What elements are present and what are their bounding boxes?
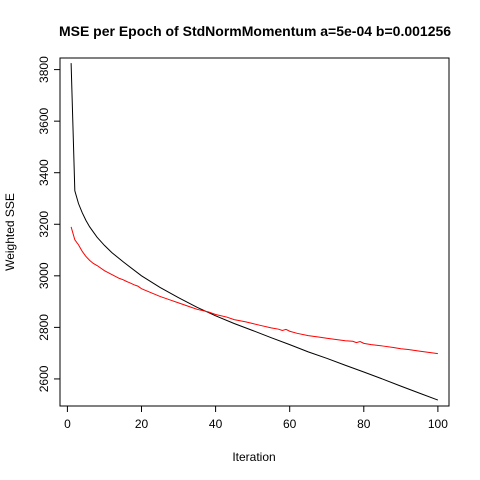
y-tick-label: 2600	[37, 365, 51, 392]
x-tick-label: 100	[428, 417, 448, 431]
chart-title: MSE per Epoch of StdNormMomentum a=5e-04…	[59, 23, 451, 39]
x-tick-label: 0	[64, 417, 71, 431]
x-tick-label: 40	[209, 417, 223, 431]
x-tick-label: 20	[135, 417, 149, 431]
x-tick-label: 80	[357, 417, 371, 431]
x-tick-label: 60	[283, 417, 297, 431]
y-tick-label: 3800	[37, 56, 51, 83]
series-line-2	[70, 226, 438, 355]
y-axis: 2600 2800 3000 3200 3400 3600 3800	[37, 56, 61, 392]
y-tick-label: 3200	[37, 211, 51, 238]
y-tick-label: 3400	[37, 159, 51, 186]
y-tick-label: 2800	[37, 314, 51, 341]
x-axis-label: Iteration	[232, 450, 275, 464]
series-group	[70, 63, 439, 401]
y-axis-label: Weighted SSE	[3, 193, 17, 271]
x-axis: 0 20 40 60 80 100	[64, 405, 448, 431]
y-tick-label: 3000	[37, 262, 51, 289]
y-tick-label: 3600	[37, 107, 51, 134]
series-line-1	[70, 63, 439, 401]
plot-frame	[59, 57, 450, 407]
